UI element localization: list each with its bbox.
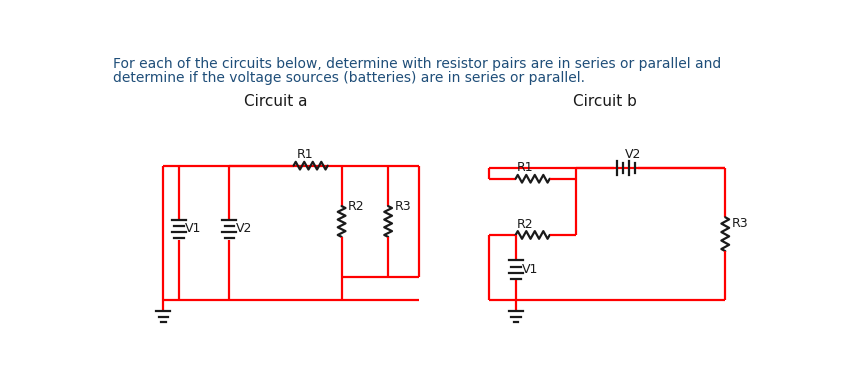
Text: R3: R3 — [732, 217, 748, 230]
Text: R1: R1 — [517, 161, 534, 174]
Text: V2: V2 — [625, 147, 641, 161]
Text: V1: V1 — [185, 222, 201, 235]
Text: Circuit a: Circuit a — [244, 94, 307, 109]
Text: R1: R1 — [296, 148, 313, 161]
Text: V1: V1 — [522, 263, 539, 276]
Text: R2: R2 — [517, 218, 534, 231]
Text: R2: R2 — [348, 200, 365, 213]
Text: For each of the circuits below, determine with resistor pairs are in series or p: For each of the circuits below, determin… — [113, 57, 722, 71]
Text: V2: V2 — [236, 222, 252, 235]
Text: R3: R3 — [394, 200, 411, 213]
Text: Circuit b: Circuit b — [573, 94, 637, 109]
Text: determine if the voltage sources (batteries) are in series or parallel.: determine if the voltage sources (batter… — [113, 71, 585, 85]
